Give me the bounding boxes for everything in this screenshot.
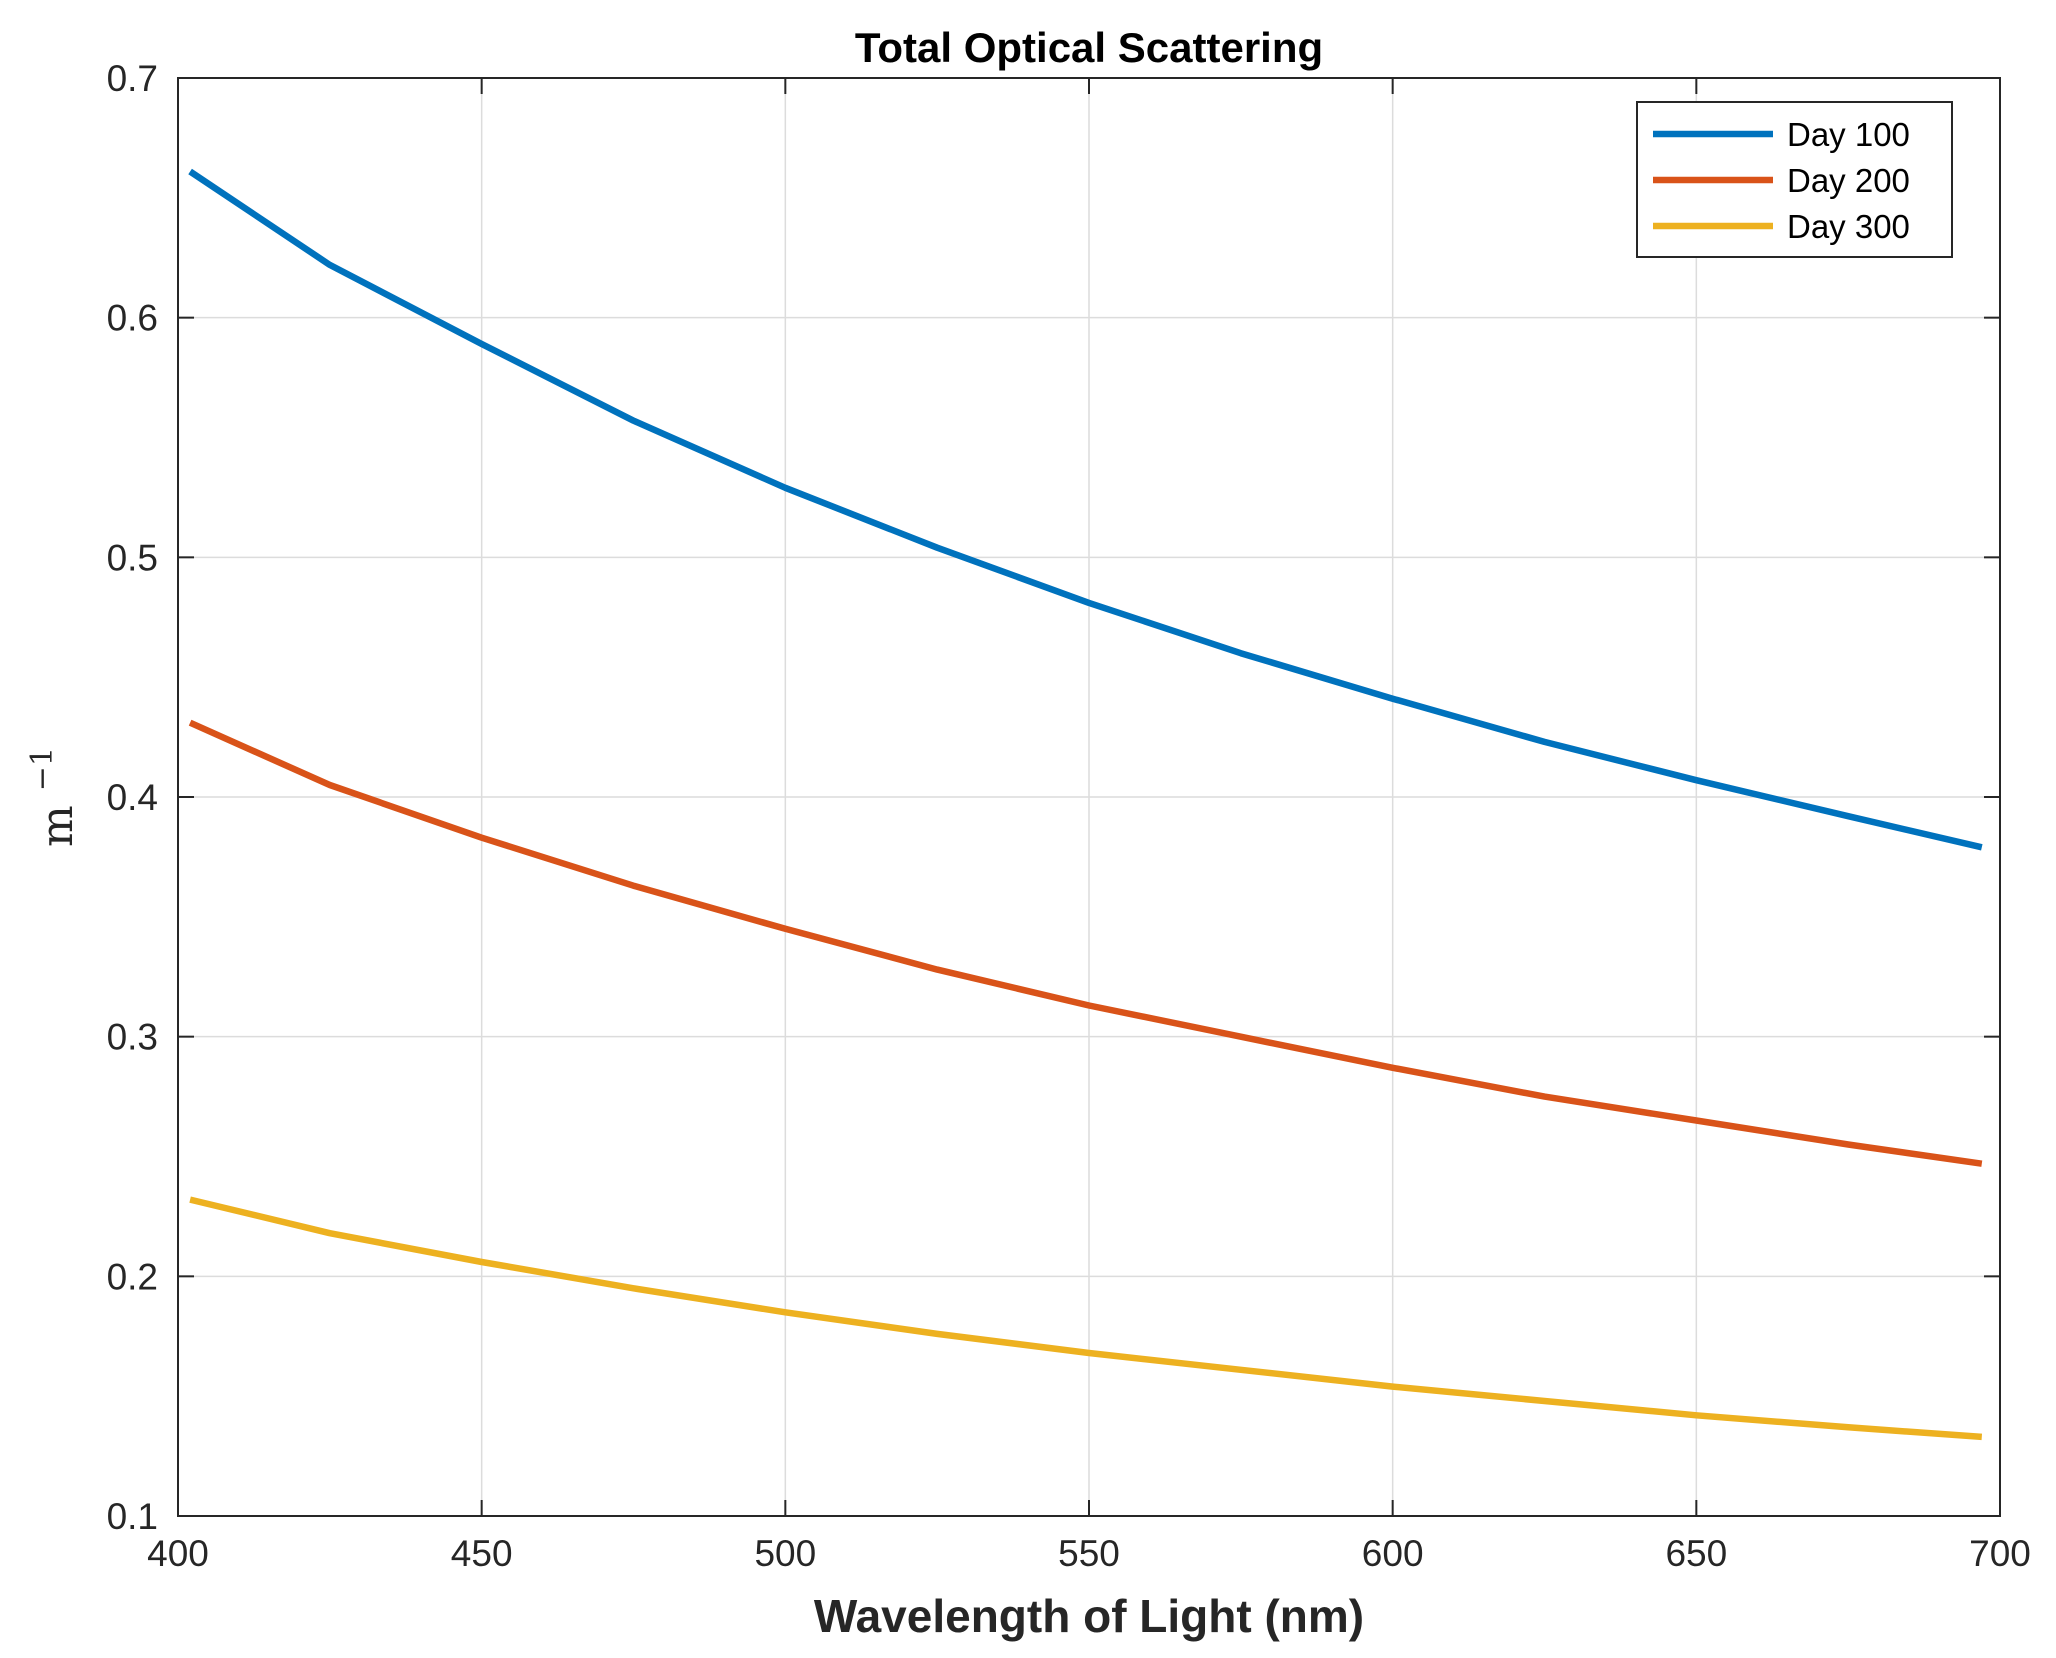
y-tick-label: 0.3	[107, 1017, 158, 1058]
y-axis-unit-exponent: −1	[25, 747, 60, 791]
legend: Day 100 Day 200 Day 300	[1636, 101, 1953, 258]
x-tick-label: 650	[1665, 1533, 1727, 1574]
y-axis-label: m −1	[25, 747, 83, 847]
legend-label: Day 200	[1787, 162, 1910, 199]
x-tick-label: 400	[147, 1533, 209, 1574]
y-axis-unit-base: m	[32, 805, 83, 847]
gridlines	[178, 78, 2000, 1516]
series-line-day-100	[188, 168, 1983, 851]
x-tick-label: 450	[451, 1533, 513, 1574]
series-line-day-200	[188, 719, 1983, 1167]
chart-title: Total Optical Scattering	[855, 24, 1323, 71]
legend-label: Day 100	[1787, 116, 1910, 153]
y-tick-label: 0.5	[107, 537, 158, 578]
series-line-day-300	[189, 1196, 1983, 1441]
x-tick-label: 550	[1058, 1533, 1120, 1574]
axes	[177, 77, 2001, 1517]
x-tick-label: 700	[1969, 1533, 2031, 1574]
x-tick-label: 500	[754, 1533, 816, 1574]
y-tick-label: 0.1	[107, 1496, 158, 1537]
x-axis-label: Wavelength of Light (nm)	[814, 1590, 1364, 1642]
y-tick-label: 0.4	[107, 777, 158, 818]
y-axis-label-text: m −1	[25, 747, 83, 847]
y-tick-label: 0.2	[107, 1256, 158, 1297]
axis-tick-labels: 400 450 500 550 600 650 700 0.1 0.2 0.3 0.4 0.5 0.6 0…	[107, 58, 2031, 1574]
y-tick-label: 0.6	[107, 298, 158, 339]
y-tick-label: 0.7	[107, 58, 158, 99]
x-tick-label: 600	[1362, 1533, 1424, 1574]
series-lines	[188, 168, 1983, 1441]
legend-label: Day 300	[1787, 208, 1910, 245]
